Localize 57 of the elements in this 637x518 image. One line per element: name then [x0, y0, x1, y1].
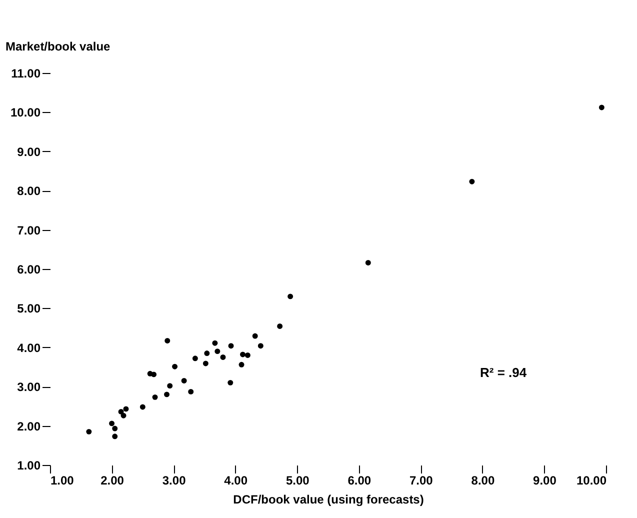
y-tick-label: 3.00: [17, 380, 41, 394]
x-tick-label: 10.00: [576, 474, 607, 488]
point: [220, 354, 226, 360]
y-tick-label: 7.00: [17, 223, 41, 238]
point: [288, 294, 294, 300]
point: [277, 324, 283, 329]
y-axis-title: Market/book value: [6, 40, 111, 54]
x-tick-label: 4.00: [224, 474, 248, 488]
x-tick-label: 5.00: [286, 474, 310, 488]
point: [258, 343, 264, 349]
x-tick-label: 6.00: [348, 474, 372, 488]
x-tick-label: 1.00: [50, 474, 74, 488]
point: [188, 388, 194, 394]
y-tick-label: 1.00: [17, 458, 41, 472]
y-tick-label: 6.00: [17, 262, 41, 276]
x-tick-label: 8.00: [471, 474, 495, 488]
point: [202, 360, 208, 366]
x-tick-label: 9.00: [533, 474, 557, 488]
point: [164, 338, 170, 344]
point: [365, 260, 371, 266]
point: [228, 343, 234, 349]
point: [244, 352, 250, 358]
point: [214, 348, 220, 354]
y-tick-label: 2.00: [17, 419, 41, 434]
point: [140, 404, 146, 410]
point: [151, 372, 157, 378]
y-tick-label: 9.00: [17, 144, 41, 159]
point: [120, 412, 126, 418]
point: [112, 434, 118, 440]
point: [598, 104, 604, 110]
annotation: R² = .94: [480, 365, 528, 380]
x-tick-label: 2.00: [100, 474, 124, 488]
point: [228, 380, 234, 386]
point: [152, 394, 158, 400]
point: [172, 364, 178, 370]
x-tick-label: 7.00: [409, 474, 434, 488]
point: [238, 362, 244, 368]
point: [86, 428, 92, 434]
x-tick-label: 3.00: [162, 474, 186, 488]
point: [469, 178, 475, 184]
point: [109, 420, 115, 426]
point: [212, 340, 218, 346]
y-tick-label: 8.00: [17, 184, 41, 198]
point: [112, 426, 118, 432]
point: [204, 350, 210, 356]
point: [192, 356, 198, 362]
y-tick-label: 10.00: [10, 106, 41, 120]
point: [181, 378, 187, 384]
point: [167, 383, 173, 389]
y-tick-label: 4.00: [17, 340, 41, 355]
point: [240, 352, 246, 358]
point: [123, 406, 129, 412]
point: [252, 333, 258, 339]
x-axis-title: DCF/book value (using forecasts): [233, 492, 424, 506]
point: [164, 392, 170, 398]
y-tick-label: 5.00: [17, 302, 41, 316]
y-tick-label: 11.00: [11, 66, 41, 80]
